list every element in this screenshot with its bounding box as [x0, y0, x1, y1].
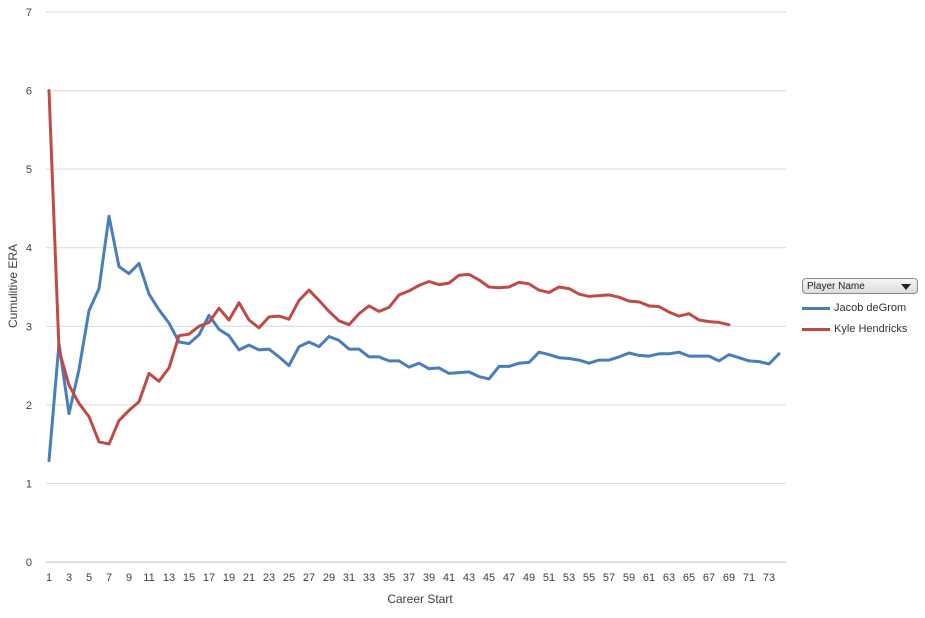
series-line-jacob-degrom [47, 214, 781, 463]
x-tick-label: 1 [46, 572, 52, 584]
x-tick-label: 71 [743, 572, 755, 584]
series-lines [47, 89, 781, 463]
x-tick-label: 3 [66, 572, 72, 584]
y-tick-label: 2 [26, 400, 32, 412]
x-tick-label: 35 [383, 572, 395, 584]
x-tick-label: 7 [106, 572, 112, 584]
x-tick-label: 27 [303, 572, 315, 584]
x-tick-label: 29 [323, 572, 335, 584]
y-tick-label: 4 [26, 243, 32, 255]
legend-item-kyle-hendricks: Kyle Hendricks [802, 322, 918, 336]
x-axis-ticks: 1 3 5 7 9 11 13 15 17 19 21 23 25 27 29 31 33 35 37 39 41 43 4… [46, 572, 775, 584]
x-tick-label: 65 [683, 572, 695, 584]
legend-swatch-kyle-hendricks [802, 327, 830, 331]
y-tick-label: 1 [26, 478, 32, 490]
x-tick-label: 43 [463, 572, 475, 584]
x-tick-label: 11 [143, 572, 154, 584]
x-tick-label: 61 [643, 572, 655, 584]
y-tick-label: 6 [26, 86, 32, 98]
x-tick-label: 21 [243, 572, 255, 584]
x-tick-label: 13 [163, 572, 175, 584]
y-tick-label: 5 [26, 164, 32, 176]
x-tick-label: 33 [363, 572, 375, 584]
x-tick-label: 39 [423, 572, 435, 584]
x-tick-label: 73 [763, 572, 775, 584]
x-tick-label: 23 [263, 572, 275, 584]
x-tick-label: 15 [183, 572, 195, 584]
y-axis-ticks: 0 1 2 3 4 5 6 7 [26, 7, 32, 569]
chevron-down-icon[interactable] [901, 284, 911, 290]
x-tick-label: 41 [443, 572, 455, 584]
y-tick-label: 3 [26, 321, 32, 333]
legend-label-kyle-hendricks: Kyle Hendricks [834, 323, 908, 335]
x-tick-label: 19 [223, 572, 235, 584]
x-tick-label: 69 [723, 572, 735, 584]
y-tick-label: 0 [26, 557, 32, 569]
y-tick-label: 7 [26, 7, 32, 19]
x-axis-title: Career Start [387, 592, 453, 606]
x-tick-label: 67 [703, 572, 715, 584]
x-tick-label: 59 [623, 572, 635, 584]
x-tick-label: 47 [503, 572, 515, 584]
legend: Player Name Jacob deGrom Kyle Hendricks [802, 278, 918, 336]
x-tick-label: 51 [543, 572, 555, 584]
x-tick-label: 31 [343, 572, 355, 584]
x-tick-label: 25 [283, 572, 295, 584]
x-tick-label: 9 [126, 572, 132, 584]
x-tick-label: 49 [523, 572, 535, 584]
legend-filter-dropdown[interactable]: Player Name [802, 278, 918, 294]
y-axis-title: Cumulitive ERA [6, 244, 20, 328]
x-tick-label: 63 [663, 572, 675, 584]
legend-item-jacob-degrom: Jacob deGrom [802, 301, 918, 315]
x-tick-label: 57 [603, 572, 615, 584]
legend-swatch-jacob-degrom [802, 306, 830, 310]
x-tick-label: 37 [403, 572, 415, 584]
x-tick-label: 53 [563, 572, 575, 584]
x-tick-label: 17 [203, 572, 215, 584]
series-line-kyle-hendricks [47, 89, 731, 446]
x-tick-label: 45 [483, 572, 495, 584]
x-tick-label: 55 [583, 572, 595, 584]
legend-filter-label: Player Name [807, 281, 865, 292]
legend-label-jacob-degrom: Jacob deGrom [834, 302, 907, 314]
x-tick-label: 5 [86, 572, 92, 584]
